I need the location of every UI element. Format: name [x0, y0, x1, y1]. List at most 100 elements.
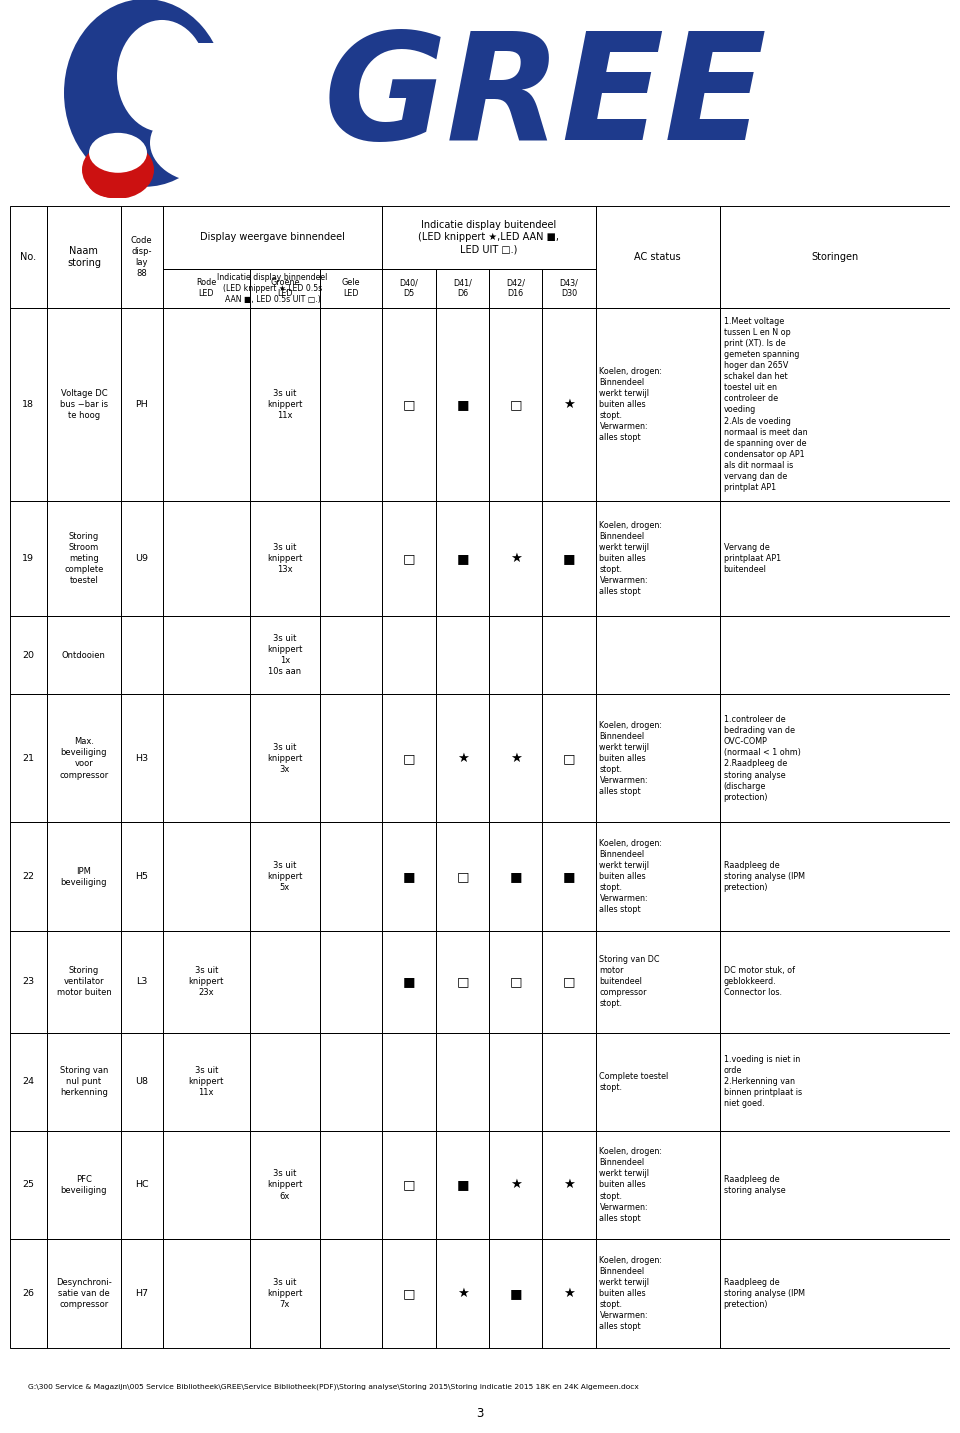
Bar — [121, 308, 163, 502]
Text: 23: 23 — [22, 977, 35, 986]
Bar — [542, 502, 596, 616]
Bar — [382, 1131, 436, 1240]
Bar — [250, 502, 320, 616]
Bar — [490, 268, 542, 308]
Bar — [250, 308, 320, 502]
Text: Groene
LED: Groene LED — [270, 278, 300, 298]
Bar — [436, 1033, 490, 1131]
Bar — [490, 931, 542, 1033]
Text: 22: 22 — [22, 873, 35, 881]
Text: 3s uit
knippert
23x: 3s uit knippert 23x — [188, 966, 224, 997]
Text: □: □ — [402, 752, 416, 765]
Bar — [436, 823, 490, 931]
Text: ■: ■ — [402, 976, 416, 989]
Bar — [720, 823, 950, 931]
Bar — [163, 1033, 250, 1131]
Bar — [490, 695, 542, 823]
Text: ■: ■ — [563, 870, 575, 883]
Text: Koelen, drogen:
Binnendeel
werkt terwijl
buiten alles
stopt.
Verwarmen:
alles st: Koelen, drogen: Binnendeel werkt terwijl… — [599, 1146, 662, 1222]
Bar — [121, 1240, 163, 1347]
Text: PFC
beveiliging: PFC beveiliging — [60, 1175, 108, 1195]
Text: D41/
D6: D41/ D6 — [453, 278, 472, 298]
Text: 19: 19 — [22, 555, 35, 563]
Text: □: □ — [510, 976, 522, 989]
Bar — [10, 695, 47, 823]
Text: 20: 20 — [22, 651, 35, 659]
Text: U9: U9 — [135, 555, 148, 563]
Bar — [720, 1033, 950, 1131]
Bar — [720, 931, 950, 1033]
Bar — [382, 268, 436, 308]
Bar — [163, 823, 250, 931]
Bar — [47, 931, 121, 1033]
Bar — [596, 1131, 720, 1240]
Bar — [542, 616, 596, 695]
Bar — [320, 1131, 382, 1240]
Text: □: □ — [456, 870, 468, 883]
Text: Rode
LED: Rode LED — [196, 278, 216, 298]
Text: 26: 26 — [22, 1288, 35, 1298]
Text: GREE: GREE — [324, 26, 767, 172]
Bar — [490, 1033, 542, 1131]
Text: ■: ■ — [510, 1287, 522, 1300]
Bar — [10, 502, 47, 616]
Bar — [596, 502, 720, 616]
Text: HC: HC — [135, 1181, 149, 1189]
Bar — [47, 616, 121, 695]
Ellipse shape — [87, 162, 137, 198]
Bar — [436, 1131, 490, 1240]
Bar — [250, 1131, 320, 1240]
Bar — [163, 268, 382, 308]
Bar — [121, 502, 163, 616]
Bar — [542, 1033, 596, 1131]
Text: DC motor stuk, of
geblokkeerd.
Connector los.: DC motor stuk, of geblokkeerd. Connector… — [724, 966, 795, 997]
Bar — [250, 616, 320, 695]
Bar — [250, 1033, 320, 1131]
Text: □: □ — [563, 752, 575, 765]
Text: D43/
D30: D43/ D30 — [560, 278, 578, 298]
Bar — [542, 1131, 596, 1240]
Bar — [163, 206, 382, 268]
Text: ■: ■ — [456, 398, 468, 411]
Bar — [47, 823, 121, 931]
Text: □: □ — [402, 552, 416, 565]
Text: AC status: AC status — [635, 252, 682, 262]
Bar — [436, 308, 490, 502]
Text: Raadpleeg de
storing analyse: Raadpleeg de storing analyse — [724, 1175, 785, 1195]
Text: 3s uit
knippert
3x: 3s uit knippert 3x — [267, 742, 302, 774]
Text: ■: ■ — [456, 552, 468, 565]
Bar — [542, 308, 596, 502]
Bar — [320, 308, 382, 502]
Bar — [250, 695, 320, 823]
Bar — [320, 823, 382, 931]
Text: ★: ★ — [563, 398, 575, 411]
Bar — [47, 1131, 121, 1240]
Bar — [382, 695, 436, 823]
Bar — [250, 268, 320, 308]
Text: Storing van
nul punt
herkenning: Storing van nul punt herkenning — [60, 1066, 108, 1098]
Text: Raadpleeg de
storing analyse (IPM
pretection): Raadpleeg de storing analyse (IPM pretec… — [724, 1278, 804, 1308]
Bar — [490, 1240, 542, 1347]
Bar — [163, 1131, 250, 1240]
Bar — [596, 308, 720, 502]
Text: Indicatie display buitendeel
(LED knippert ★,LED AAN ■,
LED UIT □.): Indicatie display buitendeel (LED knippe… — [419, 219, 560, 255]
Bar — [250, 823, 320, 931]
Bar — [596, 931, 720, 1033]
Bar — [320, 502, 382, 616]
Bar — [436, 695, 490, 823]
Bar — [382, 206, 596, 268]
Text: ★: ★ — [457, 752, 468, 765]
Text: Storing
ventilator
motor buiten: Storing ventilator motor buiten — [57, 966, 111, 997]
Text: ★: ★ — [563, 1287, 575, 1300]
Bar — [47, 1240, 121, 1347]
Bar — [490, 823, 542, 931]
Ellipse shape — [82, 140, 154, 199]
Bar — [436, 268, 490, 308]
Text: Naam
storing: Naam storing — [67, 245, 101, 268]
Bar — [382, 308, 436, 502]
Bar — [436, 931, 490, 1033]
Text: Storing van DC
motor
buitendeel
compressor
stopt.: Storing van DC motor buitendeel compress… — [599, 954, 660, 1009]
Text: ■: ■ — [510, 870, 522, 883]
Bar — [596, 1240, 720, 1347]
Text: 25: 25 — [22, 1181, 35, 1189]
